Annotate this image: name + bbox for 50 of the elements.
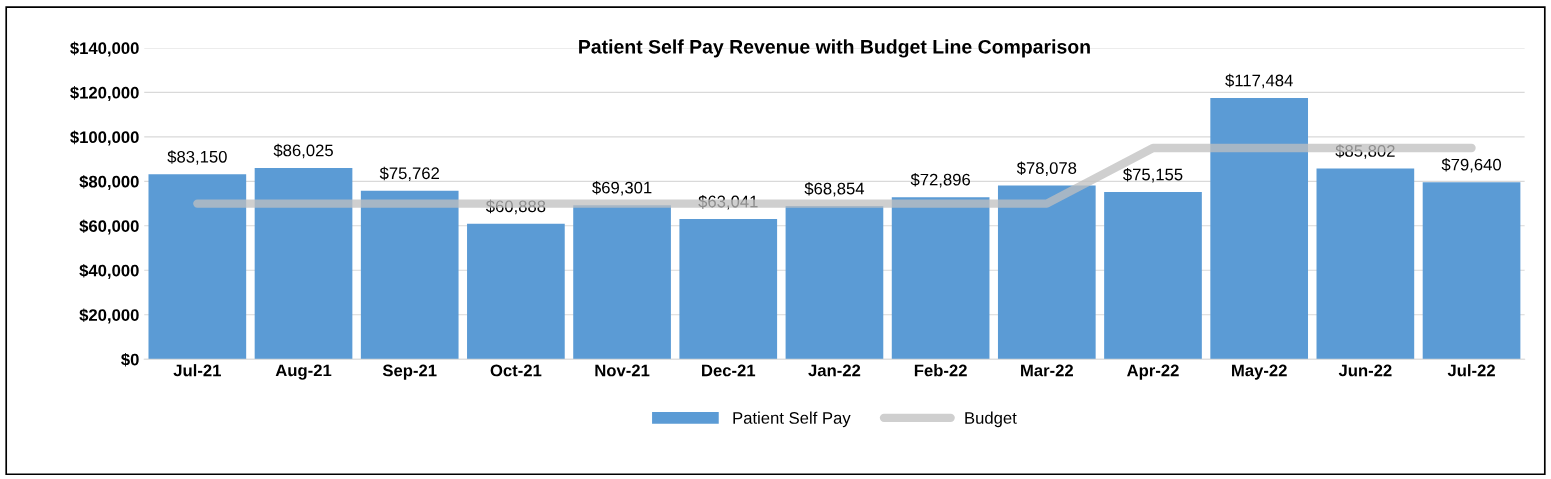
x-tick-label: Nov-21 — [595, 364, 650, 377]
y-tick-label: $0 — [121, 352, 139, 367]
legend-label: Budget — [965, 411, 1017, 428]
x-tick-label: Oct-21 — [490, 364, 542, 377]
data-label: $117,484 — [1225, 73, 1293, 89]
y-tick-label: $80,000 — [79, 175, 139, 190]
x-tick-label: Jun-22 — [1338, 364, 1392, 377]
x-tick-label: Jul-22 — [1447, 364, 1495, 377]
x-tick-label: May-22 — [1232, 364, 1287, 380]
data-label: $83,150 — [167, 150, 227, 165]
y-tick-label: $60,000 — [79, 219, 139, 235]
x-tick-label: Aug-21 — [275, 364, 332, 380]
bar — [573, 205, 671, 360]
y-tick-label: $100,000 — [70, 130, 139, 146]
data-label: $78,078 — [1016, 161, 1077, 176]
bar — [1210, 97, 1309, 360]
bar — [891, 197, 990, 360]
x-tick-label: Feb-22 — [914, 364, 967, 377]
x-tick-label: Sep-21 — [382, 364, 437, 380]
x-tick-label: Jul-21 — [173, 364, 221, 377]
bar — [785, 206, 884, 360]
data-label: $75,762 — [379, 166, 439, 182]
x-tick-label: Dec-21 — [702, 364, 756, 377]
legend-label: Patient Self Pay — [733, 411, 851, 428]
chart-title: Patient Self Pay Revenue with Budget Line Comparison — [579, 39, 1090, 58]
bar — [148, 174, 247, 360]
data-label: $79,640 — [1441, 158, 1502, 173]
data-label: $75,155 — [1123, 167, 1183, 183]
x-tick-label: Jan-22 — [808, 364, 861, 377]
bar — [1316, 168, 1415, 360]
y-tick-label: $40,000 — [79, 263, 139, 279]
bar — [467, 223, 565, 360]
x-tick-label: Apr-22 — [1127, 364, 1179, 380]
data-label: $72,896 — [910, 173, 971, 188]
bar — [997, 185, 1096, 360]
bar — [679, 219, 778, 360]
bar — [360, 190, 459, 360]
bar — [254, 167, 353, 360]
y-tick-label: $20,000 — [79, 308, 139, 324]
data-label: $63,041 — [698, 194, 758, 210]
data-label: $60,888 — [485, 199, 546, 215]
data-label: $69,301 — [592, 181, 652, 196]
data-label: $86,025 — [273, 143, 333, 159]
x-tick-label: Mar-22 — [1021, 364, 1073, 377]
data-label: $85,802 — [1335, 144, 1395, 159]
data-label: $68,854 — [804, 181, 865, 197]
bar — [1104, 192, 1202, 360]
y-tick-label: $140,000 — [70, 41, 139, 57]
y-tick-label: $120,000 — [70, 86, 139, 101]
bar — [1422, 182, 1521, 360]
